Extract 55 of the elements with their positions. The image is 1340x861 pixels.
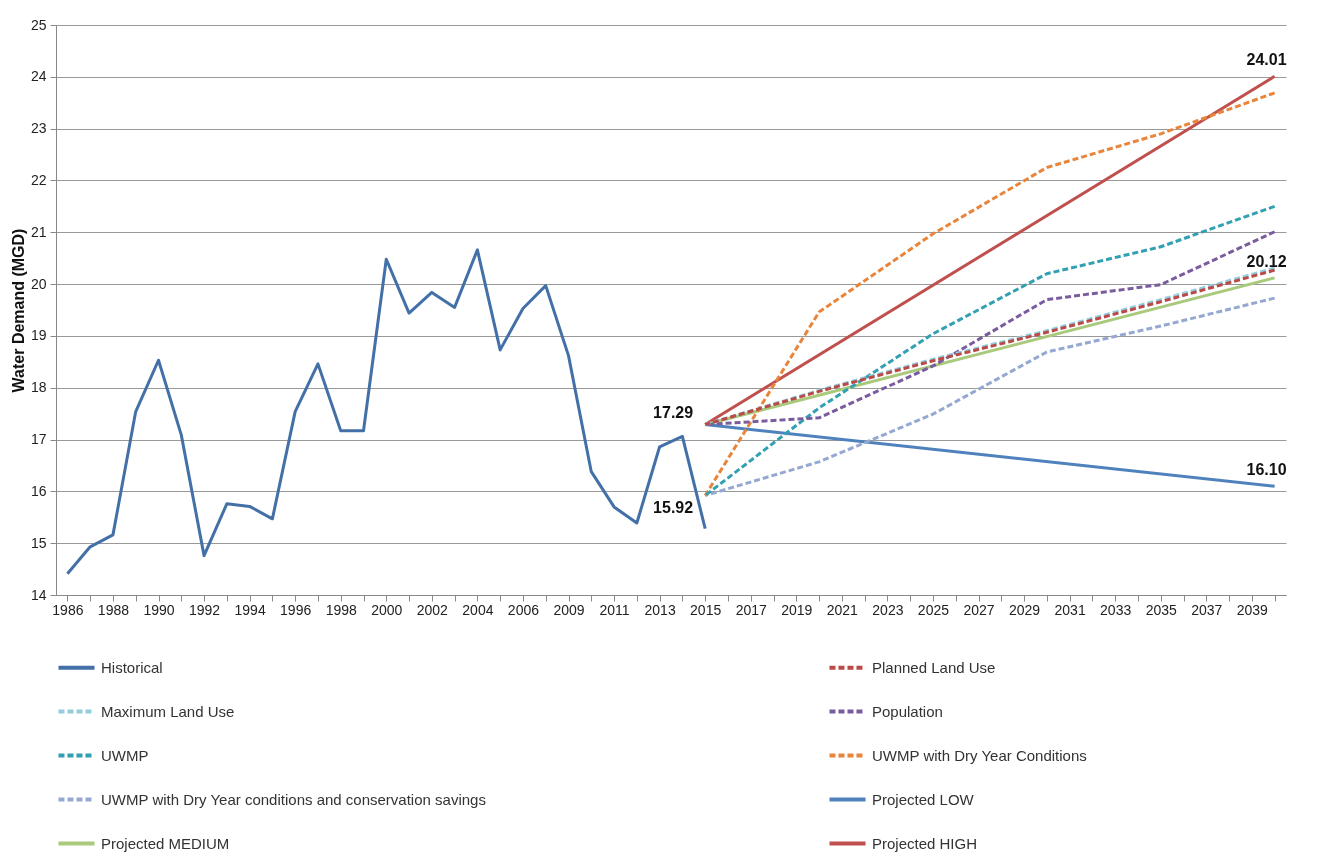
legend-label: Historical bbox=[101, 658, 163, 676]
legend-label: Projected LOW bbox=[872, 790, 975, 808]
x-tick-label: 2029 bbox=[1008, 601, 1041, 618]
x-tick-label: 2031 bbox=[1054, 601, 1086, 618]
data-label: 15.92 bbox=[653, 498, 694, 516]
y-tick-label: 17 bbox=[30, 431, 47, 448]
legend-label: UWMP with Dry Year conditions and conservation savings bbox=[101, 790, 486, 808]
y-tick-label: 15 bbox=[30, 534, 47, 551]
y-tick-label: 22 bbox=[30, 171, 47, 188]
x-tick-label: 2023 bbox=[872, 601, 904, 618]
x-tick-label: 2013 bbox=[644, 601, 676, 618]
y-tick-label: 14 bbox=[30, 586, 47, 603]
legend-label: UWMP bbox=[101, 746, 149, 764]
legend-label: Projected HIGH bbox=[872, 834, 978, 852]
x-tick-label: 2027 bbox=[963, 601, 995, 618]
legend-label: UWMP with Dry Year Conditions bbox=[872, 746, 1087, 764]
x-tick-label: 2015 bbox=[690, 601, 722, 618]
legend-label: Planned Land Use bbox=[872, 658, 996, 676]
x-tick-label: 1988 bbox=[97, 601, 130, 618]
legend-label: Maximum Land Use bbox=[101, 702, 235, 720]
y-tick-label: 21 bbox=[30, 223, 47, 240]
x-tick-label: 2017 bbox=[735, 601, 767, 618]
y-tick-label: 20 bbox=[30, 275, 47, 292]
x-tick-label: 1990 bbox=[143, 601, 175, 618]
x-tick-label: 2011 bbox=[599, 601, 630, 618]
data-label: 20.12 bbox=[1246, 252, 1287, 270]
x-tick-label: 1986 bbox=[52, 601, 84, 618]
data-label: 17.29 bbox=[653, 403, 694, 421]
y-tick-label: 18 bbox=[30, 379, 47, 396]
x-tick-label: 2006 bbox=[507, 601, 540, 618]
x-tick-label: 2002 bbox=[416, 601, 449, 618]
y-tick-label: 19 bbox=[30, 327, 47, 344]
x-tick-label: 2019 bbox=[781, 601, 813, 618]
y-tick-label: 24 bbox=[30, 68, 47, 85]
x-tick-label: 2009 bbox=[553, 601, 585, 618]
y-tick-label: 16 bbox=[30, 482, 47, 499]
x-tick-label: 2021 bbox=[826, 601, 859, 618]
x-tick-label: 1994 bbox=[234, 601, 266, 618]
x-tick-label: 2025 bbox=[917, 601, 950, 618]
x-tick-label: 1992 bbox=[188, 601, 221, 618]
x-tick-label: 1996 bbox=[280, 601, 312, 618]
x-tick-label: 2000 bbox=[371, 601, 403, 618]
data-label: 16.10 bbox=[1246, 461, 1287, 479]
x-tick-label: 2037 bbox=[1191, 601, 1223, 618]
y-tick-label: 23 bbox=[30, 120, 47, 137]
x-tick-label: 2033 bbox=[1100, 601, 1132, 618]
x-tick-label: 2039 bbox=[1236, 601, 1269, 618]
legend-label: Projected MEDIUM bbox=[101, 834, 230, 852]
data-label: 24.01 bbox=[1246, 51, 1287, 69]
y-axis-title: Water Demand (MGD) bbox=[9, 228, 27, 393]
x-tick-label: 2035 bbox=[1145, 601, 1177, 618]
legend-label: Population bbox=[872, 702, 943, 720]
y-tick-label: 25 bbox=[30, 16, 47, 33]
x-tick-label: 1998 bbox=[325, 601, 357, 618]
x-tick-label: 2004 bbox=[462, 601, 494, 618]
